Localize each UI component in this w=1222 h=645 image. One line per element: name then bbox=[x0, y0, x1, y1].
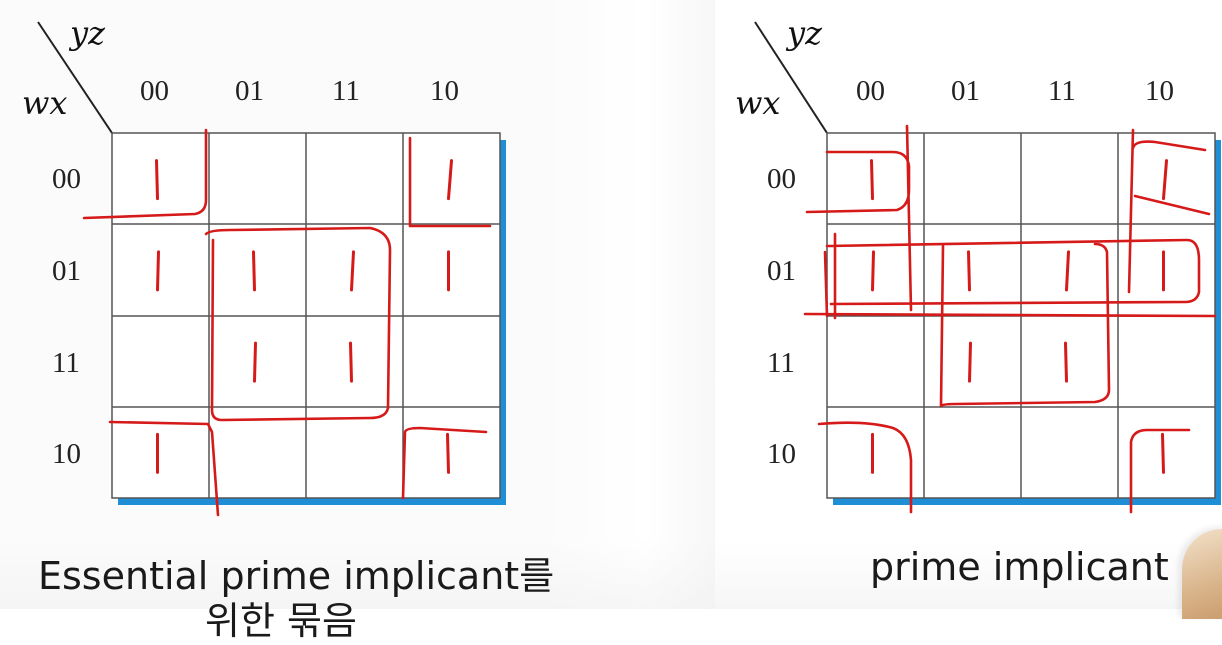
row-label-10: 10 bbox=[52, 438, 81, 470]
cell-value-r0-c0 bbox=[870, 159, 874, 201]
col-label-01: 01 bbox=[235, 75, 264, 107]
row-label-10: 10 bbox=[767, 438, 796, 470]
cell-value-r0-c3 bbox=[1162, 159, 1168, 201]
cell-values bbox=[155, 159, 453, 474]
group-corner-bottom-left bbox=[108, 420, 220, 517]
left-caption-line1: Essential prime implicant를 bbox=[38, 554, 555, 598]
grid-lines bbox=[112, 133, 500, 498]
cell-value-r1-c0 bbox=[871, 250, 875, 292]
cell-value-r1-c1 bbox=[967, 250, 971, 292]
col-variable-label: yz bbox=[787, 14, 822, 52]
row-label-00: 00 bbox=[52, 163, 81, 195]
col-label-01: 01 bbox=[951, 75, 980, 107]
group-corner-top-right bbox=[1127, 128, 1211, 294]
group-center-quad bbox=[204, 226, 392, 422]
header-diagonal bbox=[37, 21, 113, 134]
panel-gap bbox=[545, 0, 715, 609]
prime-implicant-groups bbox=[803, 124, 1217, 514]
col-label-10: 10 bbox=[1145, 75, 1174, 107]
col-label-11: 11 bbox=[1048, 75, 1076, 107]
group-corner-top-left bbox=[82, 128, 208, 220]
group-corner-bottom-left bbox=[817, 421, 913, 514]
cell-value-r3-c3 bbox=[446, 432, 450, 474]
row-label-11: 11 bbox=[767, 347, 795, 379]
col-variable-label: yz bbox=[70, 14, 105, 52]
cell-value-r2-c2 bbox=[1064, 341, 1068, 383]
cell-value-r2-c1 bbox=[968, 341, 972, 383]
cell-values bbox=[870, 159, 1168, 474]
cell-value-r2-c1 bbox=[253, 341, 257, 383]
row-label-11: 11 bbox=[52, 347, 80, 379]
right-caption: prime implicant bbox=[870, 545, 1169, 589]
col-label-00: 00 bbox=[856, 75, 885, 107]
cell-value-r0-c3 bbox=[447, 159, 453, 201]
kmap-right: yz wx 00 01 11 10 00 01 11 10 bbox=[715, 0, 1222, 540]
col-label-10: 10 bbox=[430, 75, 459, 107]
prime-implicant-groups bbox=[82, 128, 492, 517]
cell-value-r2-c2 bbox=[349, 341, 353, 383]
cell-value-r1-c1 bbox=[252, 250, 256, 292]
kmap-right-drawing bbox=[754, 21, 1221, 514]
group-corner-bottom-right bbox=[401, 426, 488, 500]
col-label-11: 11 bbox=[332, 75, 360, 107]
row-label-00: 00 bbox=[767, 163, 796, 195]
row-label-01: 01 bbox=[767, 255, 796, 287]
group-row-01 bbox=[803, 232, 1217, 320]
kmap-left-drawing bbox=[37, 21, 506, 517]
group-corner-top-right bbox=[408, 136, 492, 228]
cell-value-r1-c0 bbox=[156, 250, 160, 292]
row-variable-label: wx bbox=[22, 84, 68, 122]
col-label-00: 00 bbox=[140, 75, 169, 107]
cell-value-r3-c3 bbox=[1161, 432, 1165, 474]
kmap-left: yz wx 00 01 11 10 00 01 11 10 bbox=[0, 0, 545, 540]
group-corner-top-left bbox=[805, 124, 913, 312]
cell-value-r1-c2 bbox=[1065, 250, 1070, 292]
group-center-quad bbox=[939, 242, 1111, 408]
header-diagonal bbox=[754, 21, 828, 134]
cell-value-r0-c0 bbox=[155, 159, 159, 201]
left-caption-line2: 위한 묶음 bbox=[205, 599, 357, 643]
caption-bar bbox=[0, 540, 1222, 609]
group-corner-bottom-right bbox=[1129, 428, 1191, 514]
cell-value-r1-c2 bbox=[350, 250, 355, 292]
row-label-01: 01 bbox=[52, 255, 81, 287]
row-variable-label: wx bbox=[735, 84, 781, 122]
